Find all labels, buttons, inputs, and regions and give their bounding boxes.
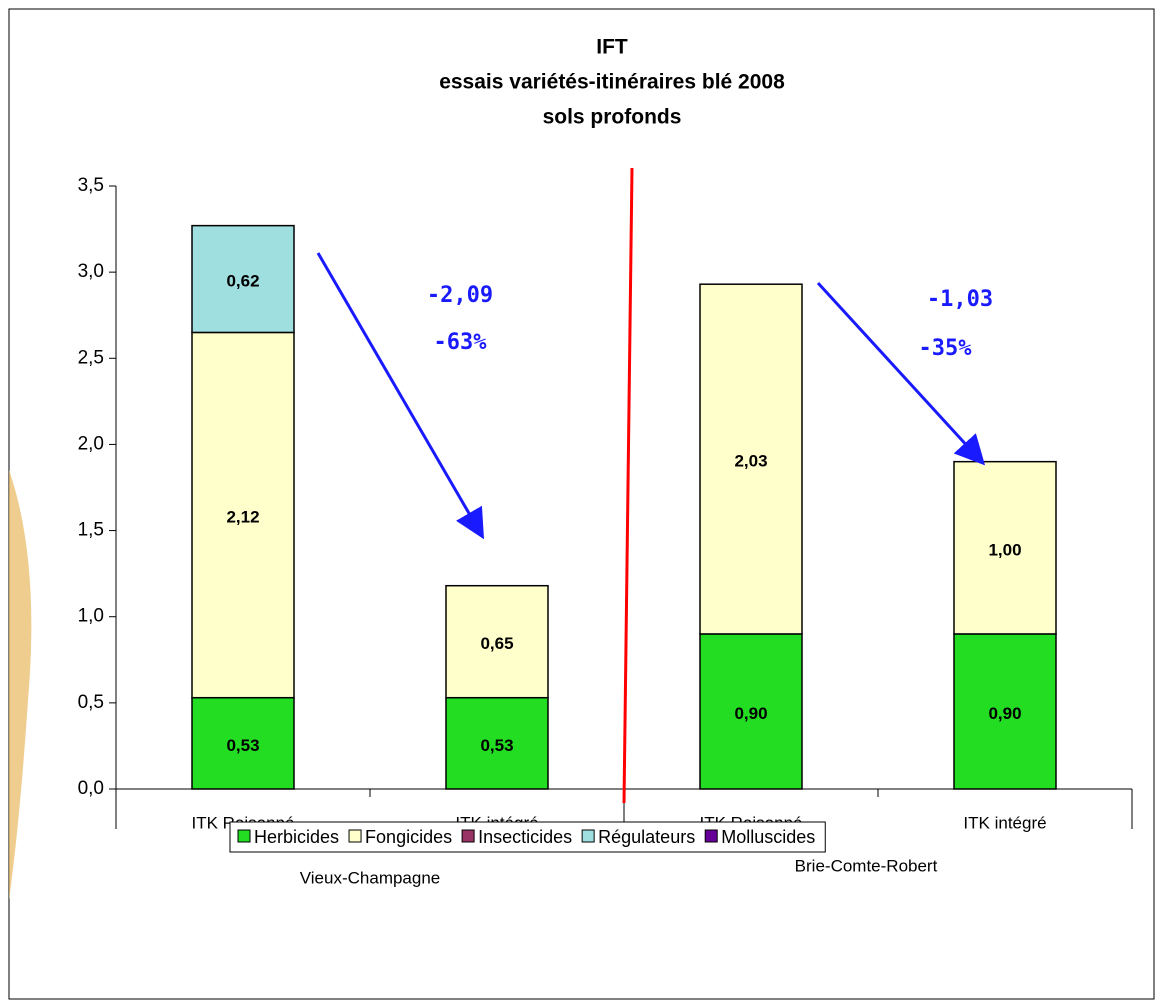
annotation: -63%	[434, 330, 488, 355]
annotation: -2,09	[427, 283, 493, 308]
data-label: 0,53	[226, 736, 259, 755]
chart-title: IFT	[596, 36, 628, 59]
y-tick-label: 0,0	[78, 778, 104, 799]
y-tick-label: 1,5	[78, 520, 104, 541]
bar-segment	[953, 633, 1057, 790]
bar-segment	[445, 584, 549, 699]
legend-swatch	[461, 829, 475, 843]
chart-title: essais variétés-itinéraires blé 2008	[439, 71, 785, 94]
data-label: 2,03	[734, 452, 767, 471]
data-label: 0,62	[226, 272, 259, 291]
bar-segment	[191, 224, 295, 334]
legend-swatch	[581, 829, 595, 843]
chart-title: sols profonds	[543, 106, 682, 129]
y-tick-label: 2,5	[78, 347, 104, 368]
data-label: 0,53	[480, 736, 513, 755]
x-tick-label: ITK intégré	[963, 813, 1046, 832]
data-label: 1,00	[988, 540, 1021, 559]
separator-line	[622, 167, 634, 804]
bar-segment	[953, 460, 1057, 635]
legend-label: Insecticides	[478, 827, 572, 847]
arrow	[816, 281, 986, 466]
y-tick-label: 1,0	[78, 606, 104, 627]
legend-box	[229, 821, 826, 853]
data-label: 0,90	[734, 704, 767, 723]
legend-swatch	[704, 829, 718, 843]
y-tick-label: 2,0	[78, 433, 104, 454]
data-label: 0,90	[988, 704, 1021, 723]
y-tick-label: 3,0	[78, 261, 104, 282]
legend-label: Régulateurs	[598, 827, 695, 847]
legend-label: Molluscides	[721, 827, 815, 847]
legend-label: Herbicides	[254, 827, 339, 847]
legend-label: Fongicides	[365, 827, 452, 847]
annotation: -35%	[919, 336, 973, 361]
bar-segment	[699, 283, 803, 635]
y-tick-label: 3,5	[78, 175, 104, 196]
arrow	[316, 252, 485, 540]
group-label: Vieux-Champagne	[300, 868, 441, 887]
decoration	[9, 470, 32, 900]
bar-segment	[699, 633, 803, 790]
data-label: 0,65	[480, 634, 513, 653]
y-tick-label: 0,5	[78, 692, 104, 713]
data-label: 2,12	[226, 508, 259, 527]
group-label: Brie-Comte-Robert	[795, 856, 938, 875]
legend-swatch	[237, 829, 251, 843]
legend-swatch	[348, 829, 362, 843]
annotation: -1,03	[927, 287, 993, 312]
legend: Herbicides Fongicides Insecticides Régulate…	[229, 821, 826, 853]
